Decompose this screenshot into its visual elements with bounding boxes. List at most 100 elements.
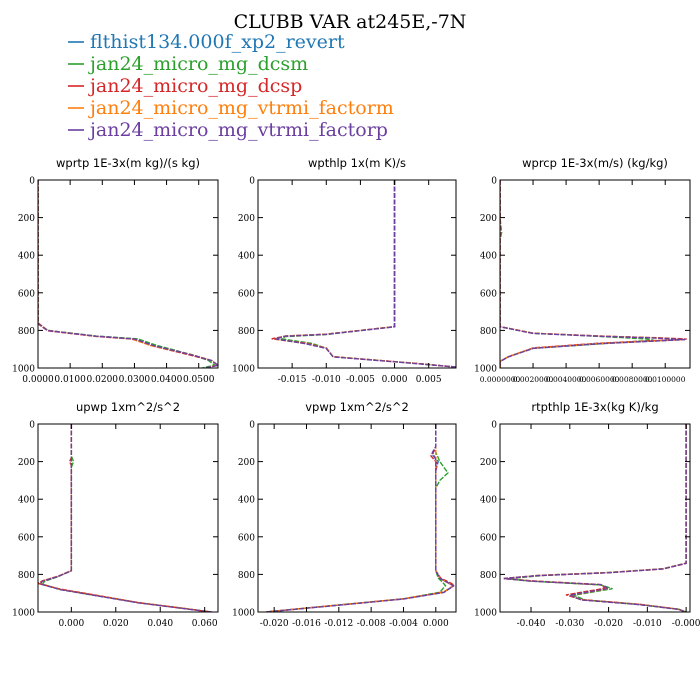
panel-frame — [499, 179, 691, 369]
y-tick-label: 600 — [18, 533, 35, 543]
series-line — [38, 180, 218, 368]
figure-title: CLUBB VAR at245E,-7N — [234, 11, 467, 33]
series-line — [500, 180, 654, 368]
y-tick-label: 800 — [480, 327, 497, 337]
series-line — [266, 424, 455, 612]
y-tick-label: 600 — [480, 533, 497, 543]
legend-label: jan24_micro_mg_dcsm — [88, 53, 308, 75]
series-group — [266, 424, 456, 612]
y-tick-label: 400 — [480, 496, 497, 506]
x-tick-label: 0.0020000 — [513, 375, 554, 384]
series-line — [38, 180, 218, 368]
series-line — [266, 424, 449, 612]
y-tick-label: 800 — [18, 571, 35, 581]
series-line — [266, 424, 455, 612]
x-tick-label: 0.0000 — [22, 375, 54, 385]
series-line — [41, 424, 212, 612]
y-tick-label: 400 — [18, 252, 35, 262]
series-line — [38, 180, 218, 368]
series-line — [39, 424, 212, 612]
panel-title: wpthlp 1x(m K)/s — [308, 156, 406, 170]
panel-title: wprcp 1E-3x(m/s) (kg/kg) — [522, 156, 668, 170]
series-group — [500, 180, 687, 368]
y-tick-label: 600 — [18, 289, 35, 299]
y-tick-label: 200 — [480, 214, 497, 224]
series-line — [503, 424, 687, 612]
y-tick-label: 0 — [491, 421, 497, 431]
y-tick-label: 0 — [29, 421, 35, 431]
y-tick-label: 200 — [18, 458, 35, 468]
y-tick-label: 0 — [249, 177, 255, 187]
x-tick-label: -0.020 — [594, 619, 623, 629]
x-tick-label: -0.016 — [292, 619, 321, 629]
x-tick-label: 0.0500 — [183, 375, 215, 385]
series-line — [500, 180, 687, 368]
y-tick-label: 600 — [238, 289, 255, 299]
legend-entry: jan24_micro_mg_dcsp — [68, 75, 302, 97]
y-tick-label: 1000 — [12, 365, 35, 375]
legend-entry: jan24_micro_mg_vtrmi_factorm — [68, 97, 394, 119]
y-tick-label: 400 — [480, 252, 497, 262]
panel-1: wprtp 1E-3x(m kg)/(s kg) 0 200 400 600 800 100… — [12, 156, 219, 385]
series-group — [503, 424, 687, 612]
series-line — [274, 180, 456, 368]
panel-title: upwp 1xm^2/s^2 — [76, 400, 180, 414]
x-tick-label: -0.010 — [312, 375, 341, 385]
x-tick-label: -0.040 — [517, 619, 546, 629]
series-line — [38, 180, 218, 368]
y-tick-label: 800 — [238, 571, 255, 581]
legend-label: jan24_micro_mg_dcsp — [88, 75, 302, 97]
y-tick-label: 200 — [18, 214, 35, 224]
x-tick-label: 0.0100000 — [645, 375, 686, 384]
y-tick-label: 0 — [491, 177, 497, 187]
y-tick-label: 0 — [29, 177, 35, 187]
panel-frame — [257, 423, 457, 613]
legend-entry: flthist134.000f_xp2_revert — [68, 31, 345, 53]
x-tick-label: 0.0100 — [54, 375, 86, 385]
x-tick-label: 0.0300 — [119, 375, 151, 385]
series-line — [500, 180, 686, 368]
y-tick-label: 200 — [238, 458, 255, 468]
series-group — [271, 180, 456, 368]
legend-label: jan24_micro_mg_vtrmi_factorp — [88, 119, 388, 141]
x-tick-label: -0.020 — [260, 619, 289, 629]
y-tick-label: 200 — [238, 214, 255, 224]
y-tick-label: 1000 — [12, 609, 35, 619]
legend-entry: jan24_micro_mg_vtrmi_factorp — [68, 119, 388, 141]
x-tick-label: 0.005 — [416, 375, 442, 385]
x-tick-label: 0.0000000 — [480, 375, 521, 384]
x-tick-label: -0.012 — [324, 619, 353, 629]
y-tick-label: 800 — [238, 327, 255, 337]
y-tick-label: 400 — [18, 496, 35, 506]
y-tick-label: 400 — [238, 496, 255, 506]
y-tick-label: 1000 — [232, 609, 255, 619]
y-tick-label: 1000 — [232, 365, 255, 375]
series-group — [38, 424, 212, 612]
y-tick-label: 1000 — [474, 609, 497, 619]
panel-4: upwp 1xm^2/s^2 0 200 400 600 800 1000 0.000 0.02… — [12, 400, 219, 629]
series-line — [271, 180, 456, 368]
series-line — [38, 424, 212, 612]
legend-label: flthist134.000f_xp2_revert — [90, 31, 345, 53]
panel-frame — [37, 423, 219, 613]
x-tick-label: 0.040 — [147, 619, 173, 629]
panel-title: rtpthlp 1E-3x(kg K)/kg — [531, 400, 658, 414]
panel-2: wpthlp 1x(m K)/s02004006008001000-0.015-… — [232, 156, 457, 385]
panel-3: wprcp 1E-3x(m/s) (kg/kg) 0 200 400 600 800 100… — [474, 156, 691, 384]
x-tick-label: 0.0040000 — [546, 375, 587, 384]
x-tick-label: -0.030 — [555, 619, 584, 629]
x-tick-label: -0.004 — [389, 619, 418, 629]
x-tick-label: 0.000 — [58, 619, 84, 629]
y-tick-label: 400 — [238, 252, 255, 262]
x-tick-label: -0.000 — [672, 619, 700, 629]
series-line — [500, 180, 686, 368]
panels: wprtp 1E-3x(m kg)/(s kg) 0 200 400 600 800 100… — [12, 156, 700, 629]
x-tick-label: -0.005 — [346, 375, 375, 385]
x-tick-label: 0.0200 — [87, 375, 119, 385]
panel-frame — [37, 179, 219, 369]
panel-title: wprtp 1E-3x(m kg)/(s kg) — [56, 156, 200, 170]
y-tick-label: 800 — [480, 571, 497, 581]
series-line — [280, 180, 456, 368]
x-tick-label: 0.000 — [382, 375, 408, 385]
